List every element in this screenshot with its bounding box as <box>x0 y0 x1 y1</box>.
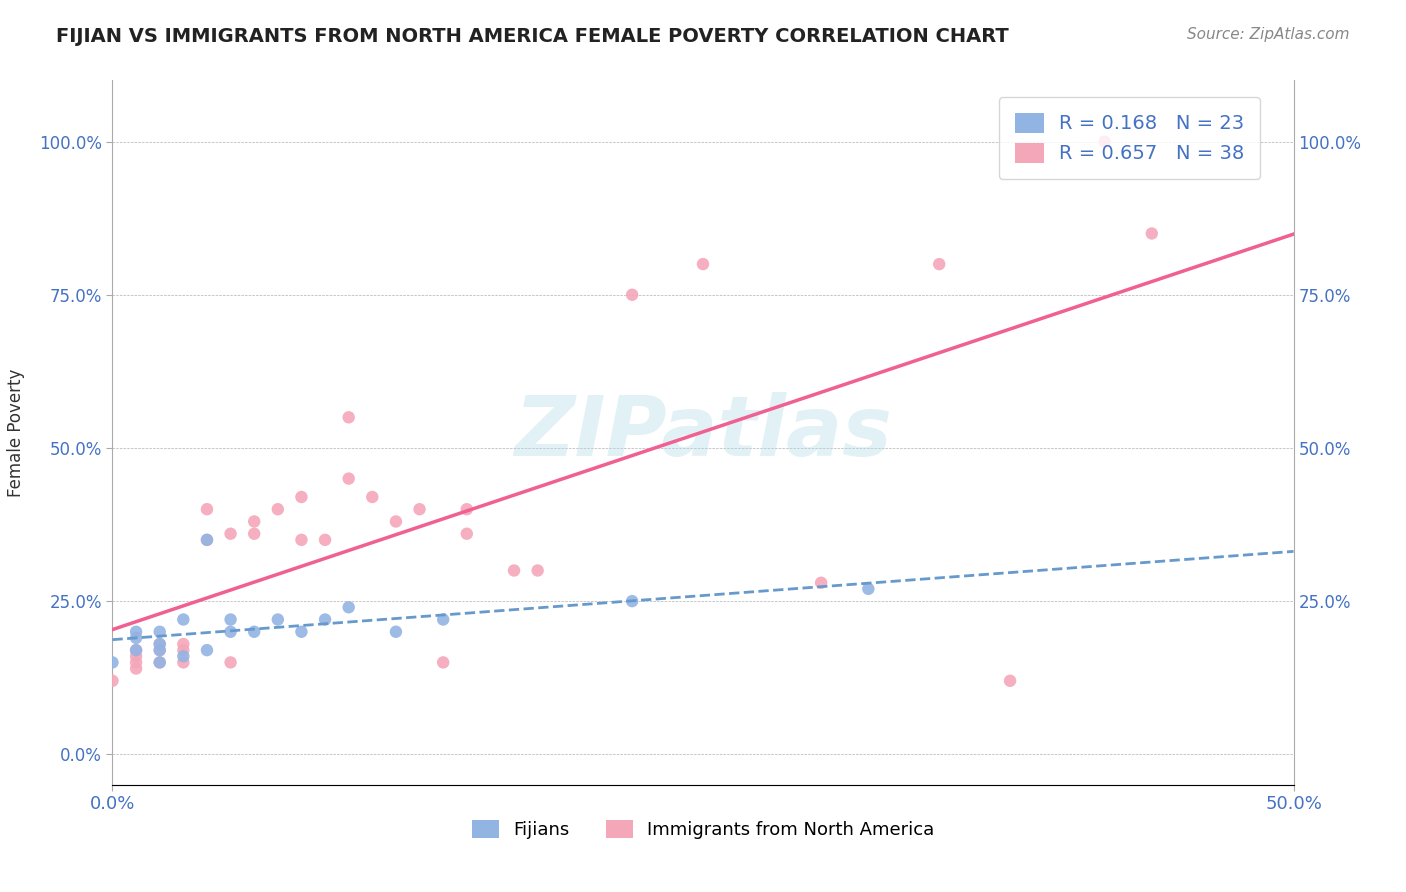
Point <box>101 673 124 688</box>
Point <box>858 582 880 596</box>
Point <box>149 637 172 651</box>
Point <box>337 472 360 486</box>
Legend: Fijians, Immigrants from North America: Fijians, Immigrants from North America <box>464 813 942 847</box>
Point <box>621 594 644 608</box>
Point <box>621 287 644 301</box>
Point <box>1140 227 1163 241</box>
Point <box>243 515 266 529</box>
Point <box>928 257 950 271</box>
Point <box>456 526 478 541</box>
Point <box>243 526 266 541</box>
Point <box>385 515 408 529</box>
Point <box>408 502 430 516</box>
Point <box>432 656 454 670</box>
Point <box>290 490 312 504</box>
Point <box>337 600 360 615</box>
Point <box>149 643 172 657</box>
Point <box>149 624 172 639</box>
Point <box>219 526 242 541</box>
Point <box>361 490 384 504</box>
Point <box>195 533 218 547</box>
Point <box>290 533 312 547</box>
Point <box>456 502 478 516</box>
Y-axis label: Female Poverty: Female Poverty <box>7 368 25 497</box>
Point <box>432 613 454 627</box>
Text: ZIPatlas: ZIPatlas <box>515 392 891 473</box>
Point <box>125 624 148 639</box>
Point <box>125 661 148 675</box>
Text: FIJIAN VS IMMIGRANTS FROM NORTH AMERICA FEMALE POVERTY CORRELATION CHART: FIJIAN VS IMMIGRANTS FROM NORTH AMERICA … <box>56 27 1010 45</box>
Point <box>290 624 312 639</box>
Point <box>172 643 194 657</box>
Text: Source: ZipAtlas.com: Source: ZipAtlas.com <box>1187 27 1350 42</box>
Point <box>172 637 194 651</box>
Point <box>1094 135 1116 149</box>
Point <box>149 637 172 651</box>
Point <box>219 624 242 639</box>
Point <box>219 656 242 670</box>
Point <box>314 613 336 627</box>
Point <box>195 533 218 547</box>
Point <box>195 502 218 516</box>
Point <box>149 656 172 670</box>
Point <box>267 502 290 516</box>
Point <box>337 410 360 425</box>
Point <box>125 631 148 645</box>
Point <box>243 624 266 639</box>
Point <box>149 643 172 657</box>
Point <box>219 613 242 627</box>
Point <box>125 643 148 657</box>
Point <box>172 649 194 664</box>
Point <box>314 533 336 547</box>
Point <box>195 643 218 657</box>
Point <box>125 656 148 670</box>
Point <box>810 575 832 590</box>
Point <box>149 656 172 670</box>
Point <box>385 624 408 639</box>
Point <box>692 257 714 271</box>
Point <box>998 673 1021 688</box>
Point <box>101 656 124 670</box>
Point <box>125 649 148 664</box>
Point <box>526 564 548 578</box>
Point <box>172 613 194 627</box>
Point <box>503 564 526 578</box>
Point <box>125 643 148 657</box>
Point <box>267 613 290 627</box>
Point <box>172 656 194 670</box>
